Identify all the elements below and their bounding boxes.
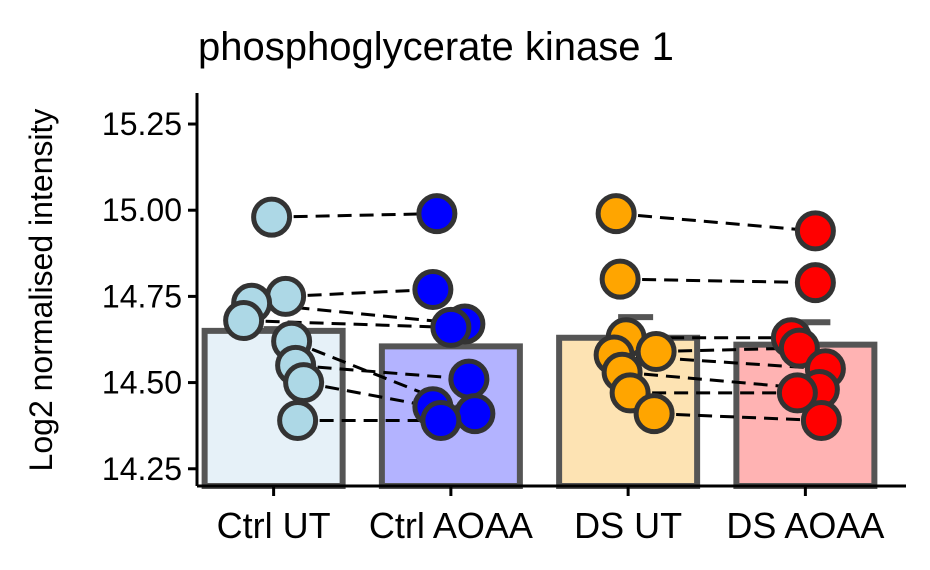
point-3-0 [794, 210, 836, 252]
point-1-0 [416, 193, 458, 235]
point-1-7 [420, 400, 462, 441]
y-ticks-layer: 14.25 14.50 14.75 15.00 15.25 [102, 106, 197, 487]
y-tick-label-0: 14.25 [102, 451, 182, 487]
y-axis-title-group: Log2 normalised intensity [23, 109, 59, 472]
point-2-3 [635, 331, 677, 373]
pair-line-ds-7 [654, 412, 822, 422]
x-tick-label-3: DS AOAA [726, 505, 884, 546]
point-2-0 [595, 193, 637, 235]
point-1-1 [412, 269, 454, 310]
x-tick-label-0: Ctrl UT [217, 505, 331, 546]
point-1-3 [430, 306, 472, 348]
chart-title: phosphoglycerate kinase 1 [198, 25, 674, 69]
point-1-4 [448, 358, 490, 400]
point-3-7 [800, 400, 842, 441]
point-2-7 [633, 393, 675, 435]
points-layer [223, 193, 846, 441]
pair-line-ctrl-0 [271, 212, 437, 219]
x-ticks-layer: Ctrl UT Ctrl AOAA DS UT DS AOAA [217, 486, 884, 546]
point-0-7 [277, 400, 319, 441]
y-tick-label-2: 14.75 [102, 278, 182, 314]
y-tick-label-3: 15.00 [102, 192, 182, 228]
point-0-1 [265, 275, 307, 317]
x-tick-label-2: DS UT [574, 505, 682, 546]
pair-line-ctrl-1 [285, 288, 433, 298]
y-tick-label-4: 15.25 [102, 106, 182, 142]
pair-line-ctrl-3 [243, 319, 451, 329]
pair-line-ds-1 [620, 277, 816, 285]
point-2-1 [599, 258, 641, 300]
point-0-6 [283, 362, 325, 404]
point-0-0 [251, 196, 293, 238]
point-0-3 [223, 300, 265, 342]
y-tick-label-1: 14.50 [102, 365, 182, 401]
point-3-1 [794, 262, 836, 304]
point-3-3 [778, 327, 820, 369]
pair-line-ds-0 [615, 212, 816, 233]
x-tick-label-1: Ctrl AOAA [369, 505, 533, 546]
point-1-6 [454, 393, 496, 435]
point-3-6 [776, 372, 818, 414]
pair-line-ctrl-4 [295, 363, 469, 381]
y-axis-title: Log2 normalised intensity [23, 109, 59, 472]
